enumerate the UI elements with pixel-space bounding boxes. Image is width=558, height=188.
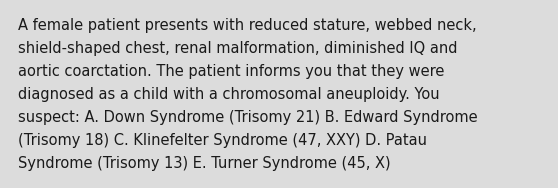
Text: A female patient presents with reduced stature, webbed neck,: A female patient presents with reduced s… <box>18 18 477 33</box>
Text: aortic coarctation. The patient informs you that they were: aortic coarctation. The patient informs … <box>18 64 444 79</box>
Text: (Trisomy 18) C. Klinefelter Syndrome (47, XXY) D. Patau: (Trisomy 18) C. Klinefelter Syndrome (47… <box>18 133 427 148</box>
Text: Syndrome (Trisomy 13) E. Turner Syndrome (45, X): Syndrome (Trisomy 13) E. Turner Syndrome… <box>18 156 391 171</box>
Text: suspect: A. Down Syndrome (Trisomy 21) B. Edward Syndrome: suspect: A. Down Syndrome (Trisomy 21) B… <box>18 110 478 125</box>
Text: shield-shaped chest, renal malformation, diminished IQ and: shield-shaped chest, renal malformation,… <box>18 41 458 56</box>
Text: diagnosed as a child with a chromosomal aneuploidy. You: diagnosed as a child with a chromosomal … <box>18 87 440 102</box>
